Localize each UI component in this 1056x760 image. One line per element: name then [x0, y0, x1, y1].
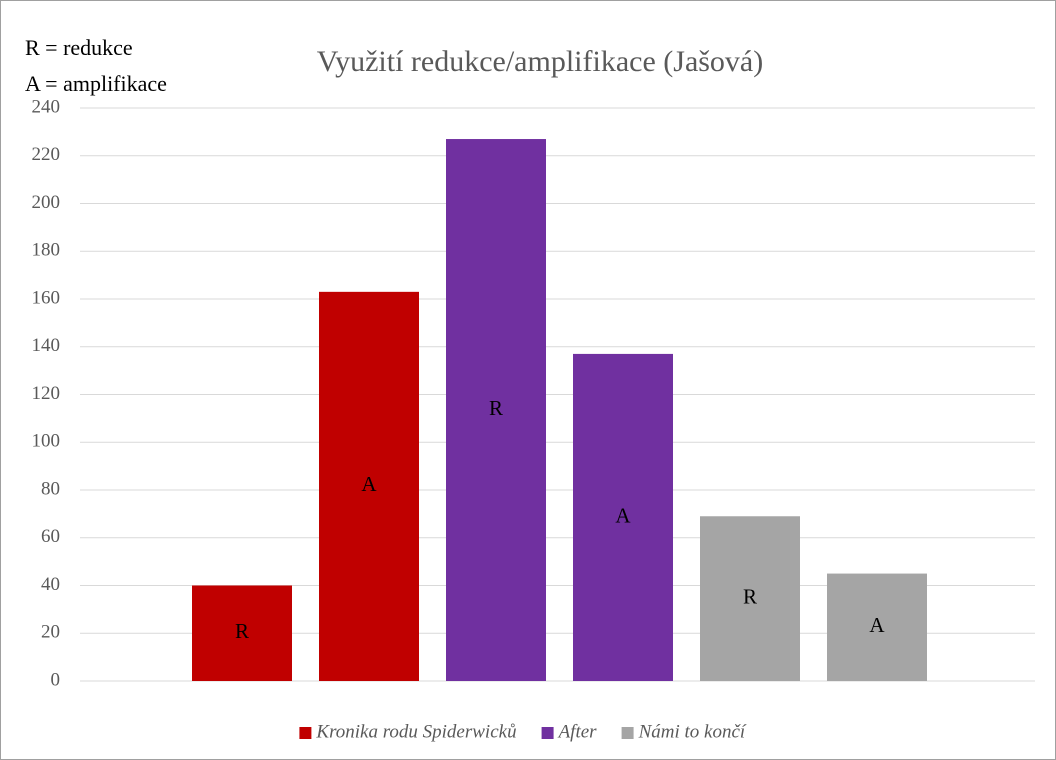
bar — [446, 139, 546, 682]
y-tick-label: 220 — [32, 144, 61, 165]
y-tick-label: 0 — [51, 669, 61, 690]
y-tick-label: 140 — [32, 335, 61, 356]
annotation: R = redukce — [25, 35, 133, 60]
bar — [700, 516, 800, 681]
bar — [192, 585, 292, 681]
legend-swatch — [299, 727, 312, 739]
y-tick-label: 100 — [32, 431, 61, 452]
legend-swatch — [541, 727, 554, 739]
bar — [573, 353, 673, 681]
legend-label: After — [557, 721, 598, 742]
bar — [827, 573, 927, 681]
bar-label: R — [743, 584, 757, 608]
y-tick-label: 180 — [32, 240, 61, 261]
annotation: A = amplifikace — [25, 71, 167, 96]
y-tick-label: 160 — [32, 287, 61, 308]
bar-label: R — [489, 396, 503, 420]
y-tick-label: 200 — [32, 192, 61, 213]
y-tick-label: 20 — [41, 622, 60, 643]
y-tick-label: 40 — [41, 574, 60, 595]
y-tick-label: 60 — [41, 526, 60, 547]
legend-label: Námi to končí — [638, 721, 747, 742]
chart-title: Využití redukce/amplifikace (Jašová) — [317, 45, 763, 78]
bar — [319, 291, 419, 681]
bar-label: A — [361, 472, 377, 496]
bar-label: R — [235, 619, 249, 643]
legend-label: Kronika rodu Spiderwicků — [315, 721, 516, 742]
bar-label: A — [869, 613, 885, 637]
legend-swatch — [621, 727, 634, 739]
bar-label: A — [615, 503, 631, 527]
y-tick-label: 80 — [41, 478, 60, 499]
y-tick-label: 240 — [32, 96, 61, 117]
y-tick-label: 120 — [32, 383, 61, 404]
